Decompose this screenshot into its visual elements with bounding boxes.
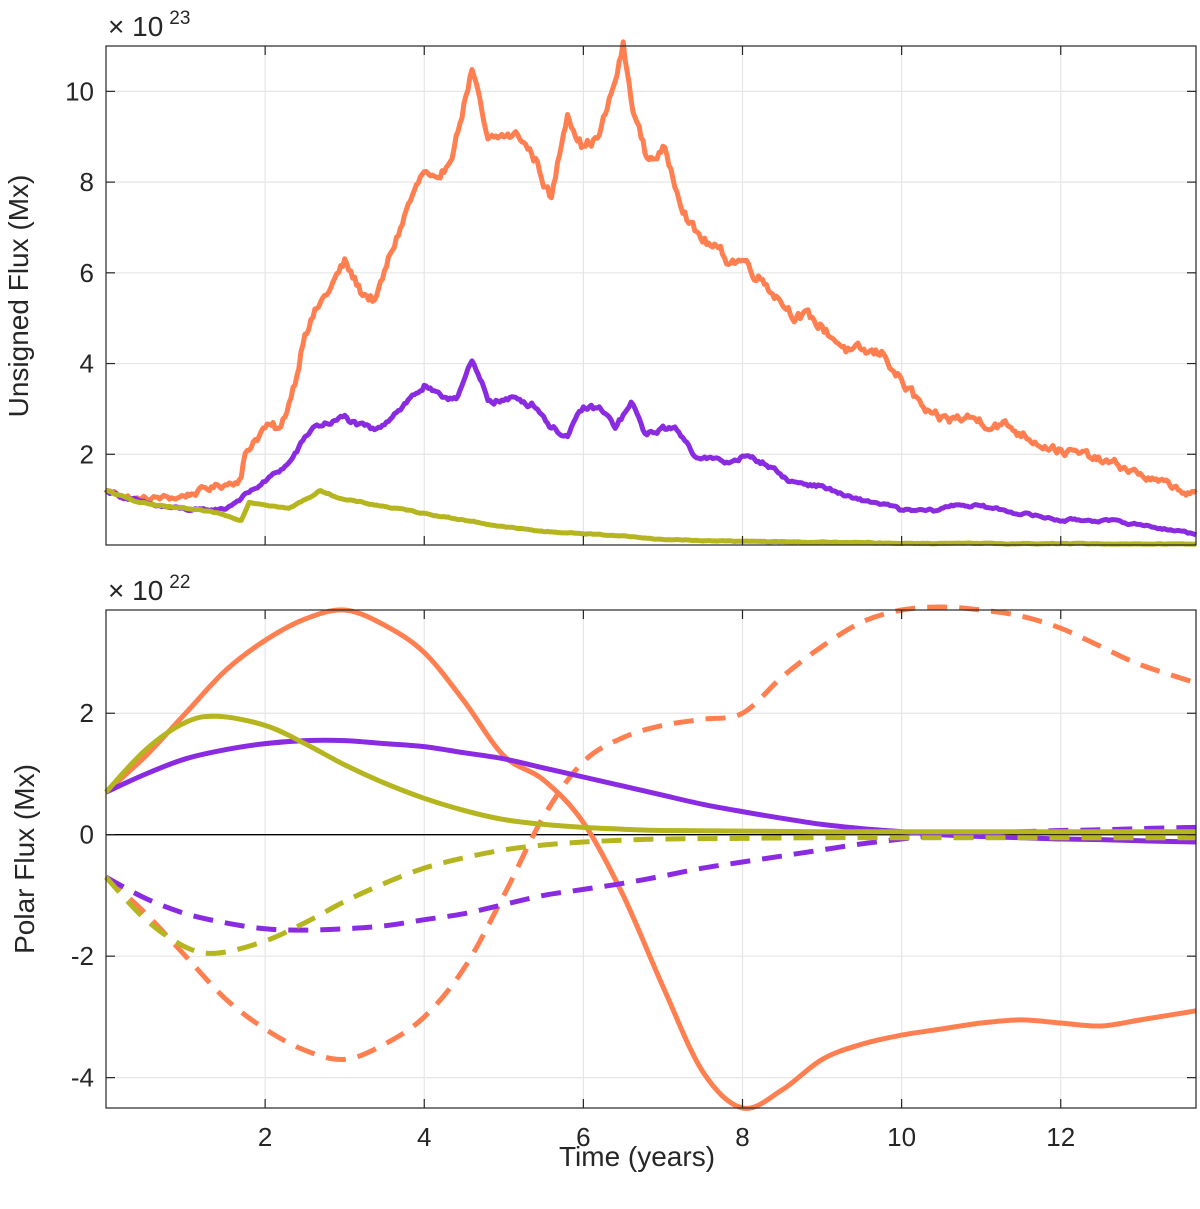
- polar-flux-ylabel: Polar Flux (Mx): [9, 764, 40, 954]
- y-tick-label: -4: [71, 1063, 94, 1093]
- unsigned-flux-panel: 2 4 6 8 10 × 10 23 Unsigned Flux (Mx): [3, 8, 1198, 547]
- x-tick-label: 12: [1046, 1122, 1075, 1152]
- x-tick-label: 10: [887, 1122, 916, 1152]
- series-olive-south: [104, 835, 1196, 956]
- polar-flux-series: [104, 604, 1197, 1111]
- x-tick-label: 4: [417, 1122, 431, 1152]
- unsigned-flux-ticks: 2 4 6 8 10: [65, 46, 1196, 545]
- unsigned-flux-series: [104, 39, 1198, 547]
- polar-flux-xlabel: Time (years): [559, 1141, 715, 1172]
- y-tick-label: 2: [80, 698, 94, 728]
- x-tick-label: 6: [576, 1122, 590, 1152]
- polar-flux-plot-area: [106, 610, 1196, 1108]
- polar-flux-ticks: 2 4 6 8 10 12 -4 -2 0 2: [71, 610, 1196, 1152]
- series-orange: [104, 39, 1198, 503]
- polar-flux-exponent: × 10 22: [108, 572, 190, 606]
- unsigned-flux-plot-area: [106, 46, 1196, 545]
- y-tick-label: 4: [80, 349, 94, 379]
- series-orange-south: [104, 604, 1197, 1063]
- x-tick-label: 2: [258, 1122, 272, 1152]
- series-orange-north: [104, 607, 1197, 1111]
- series-olive-north: [104, 713, 1196, 835]
- y-tick-label: 2: [80, 439, 94, 469]
- unsigned-flux-ylabel: Unsigned Flux (Mx): [3, 175, 34, 418]
- y-tick-label: 8: [80, 167, 94, 197]
- unsigned-flux-exponent: × 10 23: [108, 8, 190, 42]
- y-tick-label: -2: [71, 941, 94, 971]
- polar-flux-axes-box: [105, 609, 1197, 1109]
- series-olive: [105, 487, 1197, 547]
- unsigned-flux-axes-box: [105, 45, 1197, 546]
- x-tick-label: 8: [735, 1122, 749, 1152]
- y-tick-label: 0: [80, 820, 94, 850]
- y-tick-label: 10: [65, 76, 94, 106]
- y-tick-label: 6: [80, 258, 94, 288]
- unsigned-flux-grid: [106, 46, 1196, 545]
- series-purple: [104, 358, 1198, 538]
- polar-flux-panel: 2 4 6 8 10 12 -4 -2 0 2 × 10 22 Polar Flux (Mx) Ti…: [9, 572, 1197, 1172]
